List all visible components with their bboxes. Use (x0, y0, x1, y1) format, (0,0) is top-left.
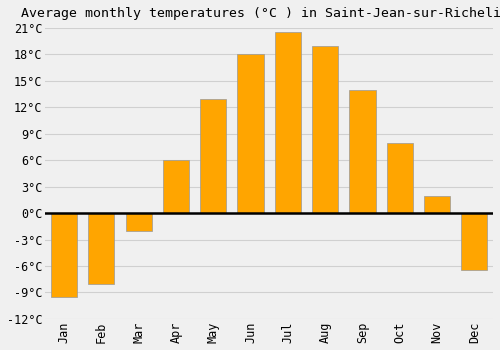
Bar (51, 213, 77, 297)
Bar (163, 160, 189, 213)
Title: Average monthly temperatures (°C ) in Saint-Jean-sur-Richelieu: Average monthly temperatures (°C ) in Sa… (21, 7, 500, 20)
Bar (200, 99, 226, 213)
Bar (312, 46, 338, 213)
Bar (350, 90, 376, 213)
Bar (462, 213, 487, 271)
Bar (126, 213, 152, 231)
Bar (238, 55, 264, 213)
Bar (424, 196, 450, 213)
Bar (275, 33, 301, 213)
Bar (386, 143, 413, 213)
Bar (88, 213, 115, 284)
